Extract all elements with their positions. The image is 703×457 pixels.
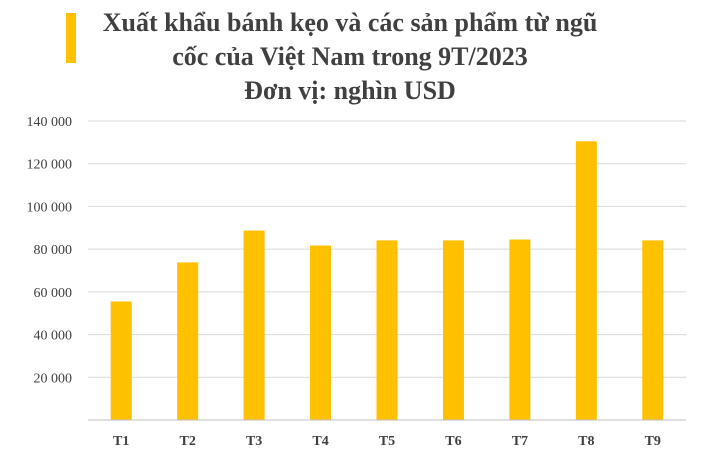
bars [110, 141, 664, 420]
chart-title-block: Xuất khẩu bánh kẹo và các sản phẩm từ ng… [0, 6, 703, 106]
bar-t7 [509, 239, 531, 420]
y-tick-label: 20 000 [34, 371, 73, 386]
chart-title-line-2: cốc của Việt Nam trong 9T/2023 [172, 42, 528, 71]
bar-t4 [310, 245, 332, 420]
x-tick-label-t9: T9 [645, 434, 661, 449]
y-tick-label: 120 000 [27, 158, 73, 173]
bar-t5 [376, 240, 398, 420]
x-tick-label-t6: T6 [445, 434, 461, 449]
title-accent-bar [66, 13, 76, 63]
y-tick-label: 80 000 [34, 243, 73, 258]
bar-t9 [642, 240, 664, 420]
bar-t2 [177, 262, 199, 420]
bar-t1 [110, 301, 132, 420]
y-tick-label: 100 000 [27, 200, 73, 215]
x-tick-label-t8: T8 [578, 434, 594, 449]
x-tick-label-t2: T2 [179, 434, 195, 449]
y-tick-label: 40 000 [34, 329, 73, 344]
x-tick-label-t1: T1 [113, 434, 129, 449]
x-tick-label-t7: T7 [512, 434, 528, 449]
y-tick-label: 60 000 [34, 286, 73, 301]
bar-t3 [243, 230, 265, 420]
x-tick-label-t4: T4 [312, 434, 328, 449]
y-axis-tick-labels: 20 000 40 000 60 000 80 000 100 000 120 000 14… [27, 115, 73, 386]
y-tick-label: 140 000 [27, 115, 73, 130]
x-axis-tick-labels: T1 T2 T3 T4 T5 T6 T7 T8 T9 [113, 434, 661, 449]
chart-title-line-1: Xuất khẩu bánh kẹo và các sản phẩm từ ng… [102, 8, 598, 37]
x-tick-label-t3: T3 [246, 434, 262, 449]
bar-t6 [442, 240, 464, 420]
chart-unit-label: Đơn vị: nghìn USD [244, 76, 456, 105]
bar-t8 [575, 141, 597, 420]
x-tick-label-t5: T5 [379, 434, 395, 449]
